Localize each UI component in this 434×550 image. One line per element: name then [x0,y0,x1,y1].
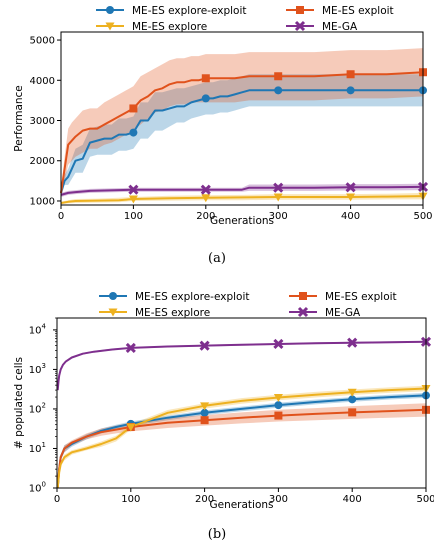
series-line [60,71,424,194]
y-tick-exponent: 0 [42,481,46,489]
data-point [274,72,283,81]
y-tick-exponent: 2 [42,401,46,409]
y-tick-label: 5000 [30,36,55,47]
y-tick-label: 104 [29,322,47,336]
y-tick-label: 1000 [30,196,55,207]
data-point [200,402,210,411]
data-point [273,338,284,350]
data-point [274,411,283,420]
legend-marker [105,22,115,31]
data-point [346,193,356,202]
legend-b: ME-ES explore-exploit ME-ES exploit ME-ES … [99,291,397,319]
data-point [347,388,357,397]
series-line [60,195,424,204]
data-point [128,184,139,195]
plot-frame-a [60,31,424,206]
y-tick-label: 100 [29,481,46,495]
legend-marker [296,6,304,14]
y-tick-label: 101 [29,441,46,455]
x-tick-label: 500 [416,494,434,505]
data-point [346,86,355,95]
legend-marker [299,292,307,300]
x-axis-label-a: Generations [210,215,274,227]
x-tick-label: 300 [269,494,288,505]
x-tick-label: 400 [343,494,362,505]
data-point [273,393,283,402]
y-tick-label: 4000 [30,76,55,87]
y-tick-label: 2000 [30,156,55,167]
x-tick-label: 200 [195,494,214,505]
confidence-band [61,74,423,197]
x-tick-label: 100 [121,494,140,505]
data-point [274,86,283,95]
data-point [273,182,284,193]
series-line [60,185,424,196]
data-point [128,195,138,204]
data-point [201,194,211,203]
data-point [125,342,136,353]
series-line [60,89,423,194]
x-tick-label: 100 [124,211,143,222]
data-point [199,340,210,351]
legend-marker [108,308,118,317]
caption-b: (b) [208,527,226,542]
legend-label: ME-ES exploit [322,5,394,17]
x-tick-label: 0 [58,211,64,222]
confidence-band [57,403,426,488]
data-point [201,74,210,83]
legend-label: ME-ES explore-exploit [132,5,246,17]
x-tick-label: 300 [269,211,288,222]
data-point [200,416,209,425]
data-point [345,182,356,193]
x-tick-label: 500 [413,211,432,222]
legend-label: ME-ES exploit [325,291,397,303]
legend-marker [109,292,117,300]
confidence-bands-a [61,48,423,205]
data-point [274,401,283,410]
chart-a: 0 100 200 300 400 500 1000 2000 3000 4000 5000 Gen… [13,5,433,266]
y-tick-label: 3000 [30,116,55,127]
x-axis-label-b: Generations [209,499,273,511]
axis-ticks-a: 0 100 200 300 400 500 1000 2000 3000 4000 5000 [30,36,433,222]
data-point [126,423,136,432]
confidence-bands-b [57,341,426,488]
data-point [129,104,138,113]
legend-label: ME-GA [325,307,361,319]
legend-label: ME-ES explore [135,307,210,319]
caption-a: (a) [208,251,226,266]
legend-marker [294,20,306,32]
x-tick-label: 400 [341,211,360,222]
x-tick-label: 200 [196,211,215,222]
legend-marker [297,306,309,318]
legend-label: ME-GA [322,21,358,33]
x-tick-label: 0 [54,494,60,505]
data-point [200,408,209,417]
data-point [346,70,355,79]
legend-a: ME-ES explore-exploit ME-ES exploit ME-ES … [96,5,394,33]
legend-label: ME-ES explore-exploit [135,291,249,303]
legend-marker [106,6,114,14]
data-point [129,128,138,137]
data-point [348,395,357,404]
y-tick-exponent: 1 [42,441,46,449]
confidence-band [61,192,423,205]
y-tick-exponent: 3 [42,362,46,370]
data-point [201,94,210,103]
data-point [273,193,283,202]
y-tick-exponent: 4 [42,322,47,330]
series-line [56,340,427,391]
confidence-band [61,48,423,197]
y-tick-label: 102 [29,401,46,415]
plot-frame-b [56,317,427,489]
data-point [347,337,358,348]
series-lines-a [60,71,424,204]
y-tick-label: 103 [29,362,46,376]
y-axis-label-b: # populated cells [13,357,25,449]
y-axis-label-a: Performance [13,85,25,152]
legend-label: ME-ES explore [132,21,207,33]
data-point [348,408,357,417]
data-point [200,184,211,195]
